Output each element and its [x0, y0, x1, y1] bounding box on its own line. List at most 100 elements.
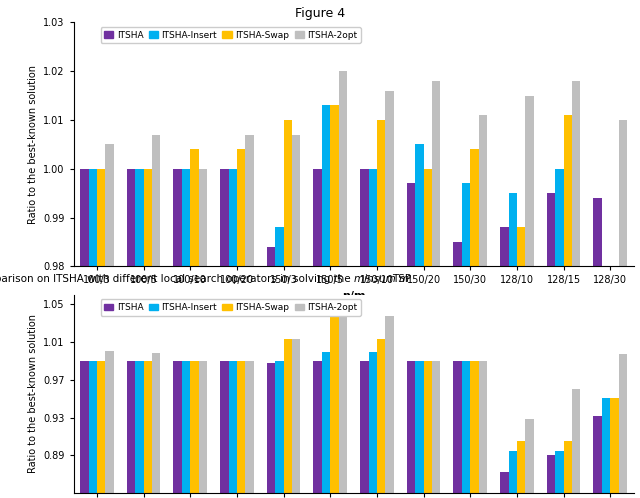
- Bar: [479, 361, 487, 493]
- Text: minsum m: minsum m: [354, 274, 409, 284]
- Bar: [547, 193, 555, 266]
- Bar: [517, 441, 525, 493]
- Bar: [135, 361, 143, 493]
- Bar: [572, 81, 580, 266]
- Bar: [509, 193, 517, 266]
- Bar: [198, 361, 207, 493]
- Bar: [454, 361, 462, 493]
- X-axis label: n/m: n/m: [342, 291, 365, 301]
- Bar: [152, 354, 161, 493]
- Bar: [88, 361, 97, 493]
- Bar: [106, 352, 114, 493]
- Bar: [143, 169, 152, 266]
- Bar: [190, 149, 198, 266]
- Bar: [470, 361, 479, 493]
- Bar: [500, 472, 509, 493]
- Bar: [220, 361, 228, 493]
- Bar: [284, 339, 292, 493]
- Bar: [135, 169, 143, 266]
- Bar: [80, 169, 88, 266]
- Text: (a)  Comparison on ITSHA with different local search operators in solving the: (a) Comparison on ITSHA with different l…: [0, 274, 354, 284]
- Bar: [360, 169, 369, 266]
- Bar: [619, 354, 627, 493]
- Bar: [292, 339, 300, 493]
- Text: TSP: TSP: [392, 274, 411, 284]
- Bar: [377, 120, 385, 266]
- Bar: [593, 198, 602, 266]
- Bar: [454, 242, 462, 266]
- Bar: [339, 313, 347, 493]
- Bar: [407, 183, 415, 266]
- Bar: [284, 120, 292, 266]
- Bar: [190, 361, 198, 493]
- Bar: [407, 361, 415, 493]
- Bar: [564, 115, 572, 266]
- Bar: [602, 266, 611, 315]
- Bar: [292, 134, 300, 266]
- Bar: [198, 169, 207, 266]
- Bar: [556, 451, 564, 493]
- Bar: [182, 169, 190, 266]
- Bar: [106, 144, 114, 266]
- Bar: [424, 169, 432, 266]
- Bar: [330, 106, 339, 266]
- Bar: [237, 149, 245, 266]
- Bar: [415, 144, 424, 266]
- Bar: [500, 227, 509, 266]
- Legend: ITSHA, ITSHA-Insert, ITSHA-Swap, ITSHA-2opt: ITSHA, ITSHA-Insert, ITSHA-Swap, ITSHA-2…: [100, 27, 361, 43]
- Bar: [330, 313, 339, 493]
- Bar: [611, 266, 619, 315]
- Bar: [556, 169, 564, 266]
- Bar: [339, 71, 347, 266]
- Bar: [182, 361, 190, 493]
- Bar: [470, 149, 479, 266]
- Bar: [275, 227, 284, 266]
- Bar: [377, 339, 385, 493]
- Y-axis label: Ratio to the best-known solution: Ratio to the best-known solution: [28, 314, 38, 474]
- Legend: ITSHA, ITSHA-Insert, ITSHA-Swap, ITSHA-2opt: ITSHA, ITSHA-Insert, ITSHA-Swap, ITSHA-2…: [100, 299, 361, 316]
- Bar: [572, 389, 580, 493]
- Bar: [228, 361, 237, 493]
- Bar: [385, 91, 394, 266]
- Bar: [127, 169, 135, 266]
- Bar: [385, 316, 394, 493]
- Bar: [602, 398, 611, 493]
- Bar: [564, 441, 572, 493]
- Bar: [220, 169, 228, 266]
- Bar: [275, 361, 284, 493]
- Bar: [611, 398, 619, 493]
- Bar: [424, 361, 432, 493]
- Bar: [547, 455, 555, 493]
- Bar: [267, 363, 275, 493]
- Y-axis label: Ratio to the best-known solution: Ratio to the best-known solution: [28, 65, 38, 224]
- Bar: [322, 106, 330, 266]
- Bar: [369, 353, 377, 493]
- Bar: [314, 361, 322, 493]
- Bar: [127, 361, 135, 493]
- Bar: [415, 361, 424, 493]
- Bar: [173, 169, 182, 266]
- Bar: [80, 361, 88, 493]
- Bar: [517, 227, 525, 266]
- Bar: [432, 361, 440, 493]
- Bar: [369, 169, 377, 266]
- Bar: [228, 169, 237, 266]
- Bar: [88, 169, 97, 266]
- Bar: [479, 115, 487, 266]
- Bar: [432, 81, 440, 266]
- Bar: [245, 361, 253, 493]
- Bar: [173, 361, 182, 493]
- Bar: [267, 247, 275, 266]
- Bar: [97, 361, 106, 493]
- Bar: [152, 134, 161, 266]
- Bar: [525, 419, 534, 493]
- Bar: [97, 169, 106, 266]
- Bar: [314, 169, 322, 266]
- Bar: [462, 183, 470, 266]
- Bar: [245, 134, 253, 266]
- Bar: [143, 361, 152, 493]
- Bar: [462, 361, 470, 493]
- Bar: [619, 120, 627, 266]
- Bar: [593, 416, 602, 493]
- Bar: [360, 361, 369, 493]
